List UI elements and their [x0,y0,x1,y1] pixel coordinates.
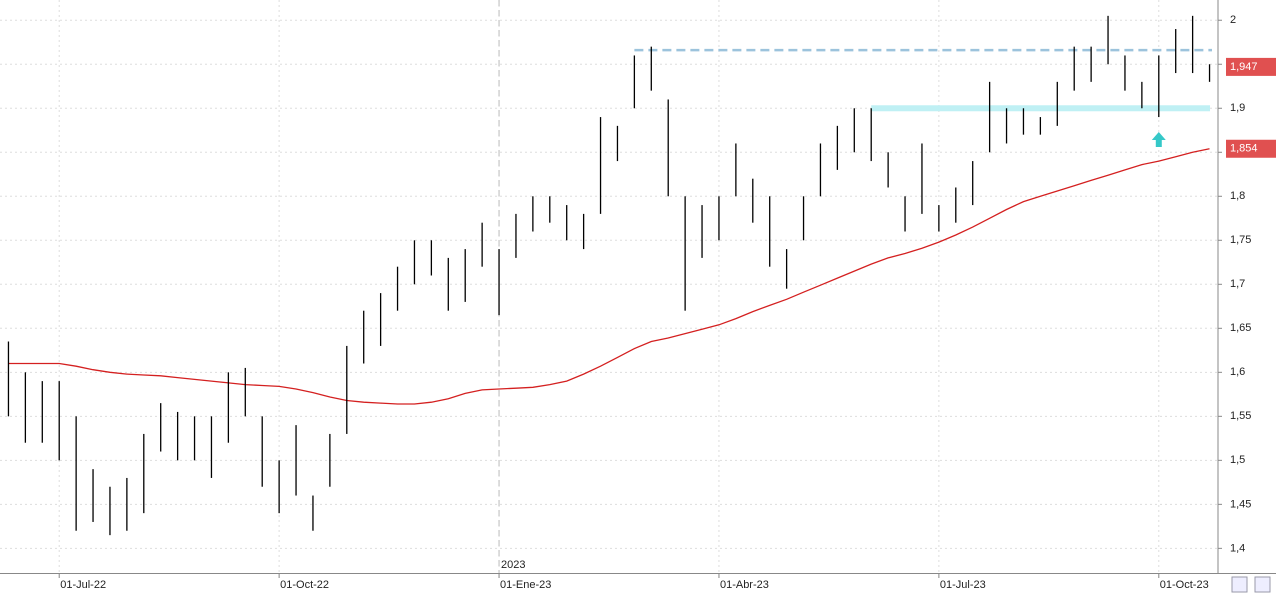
y-tick-label: 2 [1230,14,1236,26]
y-tick-label: 1,65 [1230,322,1251,334]
price-tag-label: 1,947 [1230,61,1258,73]
y-tick-label: 1,45 [1230,498,1251,510]
y-tick-label: 1,8 [1230,190,1245,202]
y-tick-label: 1,9 [1230,102,1245,114]
price-tag [1226,57,1276,76]
y-tick-label: 1,4 [1230,542,1245,554]
save-button[interactable] [1254,576,1271,593]
zoom-button[interactable] [1231,576,1248,593]
x-tick-label: 01-Jul-22 [60,579,106,591]
moving-average [8,148,1210,405]
y-tick-label: 1,55 [1230,410,1251,422]
buy-arrow [1151,131,1166,147]
y-tick-label: 1,7 [1230,278,1245,290]
support-band [871,105,1210,112]
x-tick-label: 01-Jul-23 [940,579,986,591]
year-label: 2023 [501,559,525,571]
x-tick-label: 01-Ene-23 [500,579,551,591]
price-tag-label: 1,854 [1230,143,1258,155]
y-tick-label: 1,5 [1230,454,1245,466]
y-tick-label: 1,6 [1230,366,1245,378]
x-tick-label: 01-Oct-22 [280,579,329,591]
price-tag [1226,139,1276,158]
x-tick-label: 01-Abr-23 [720,579,769,591]
y-tick-label: 1,75 [1230,234,1251,246]
x-tick-label: 01-Oct-23 [1160,579,1209,591]
